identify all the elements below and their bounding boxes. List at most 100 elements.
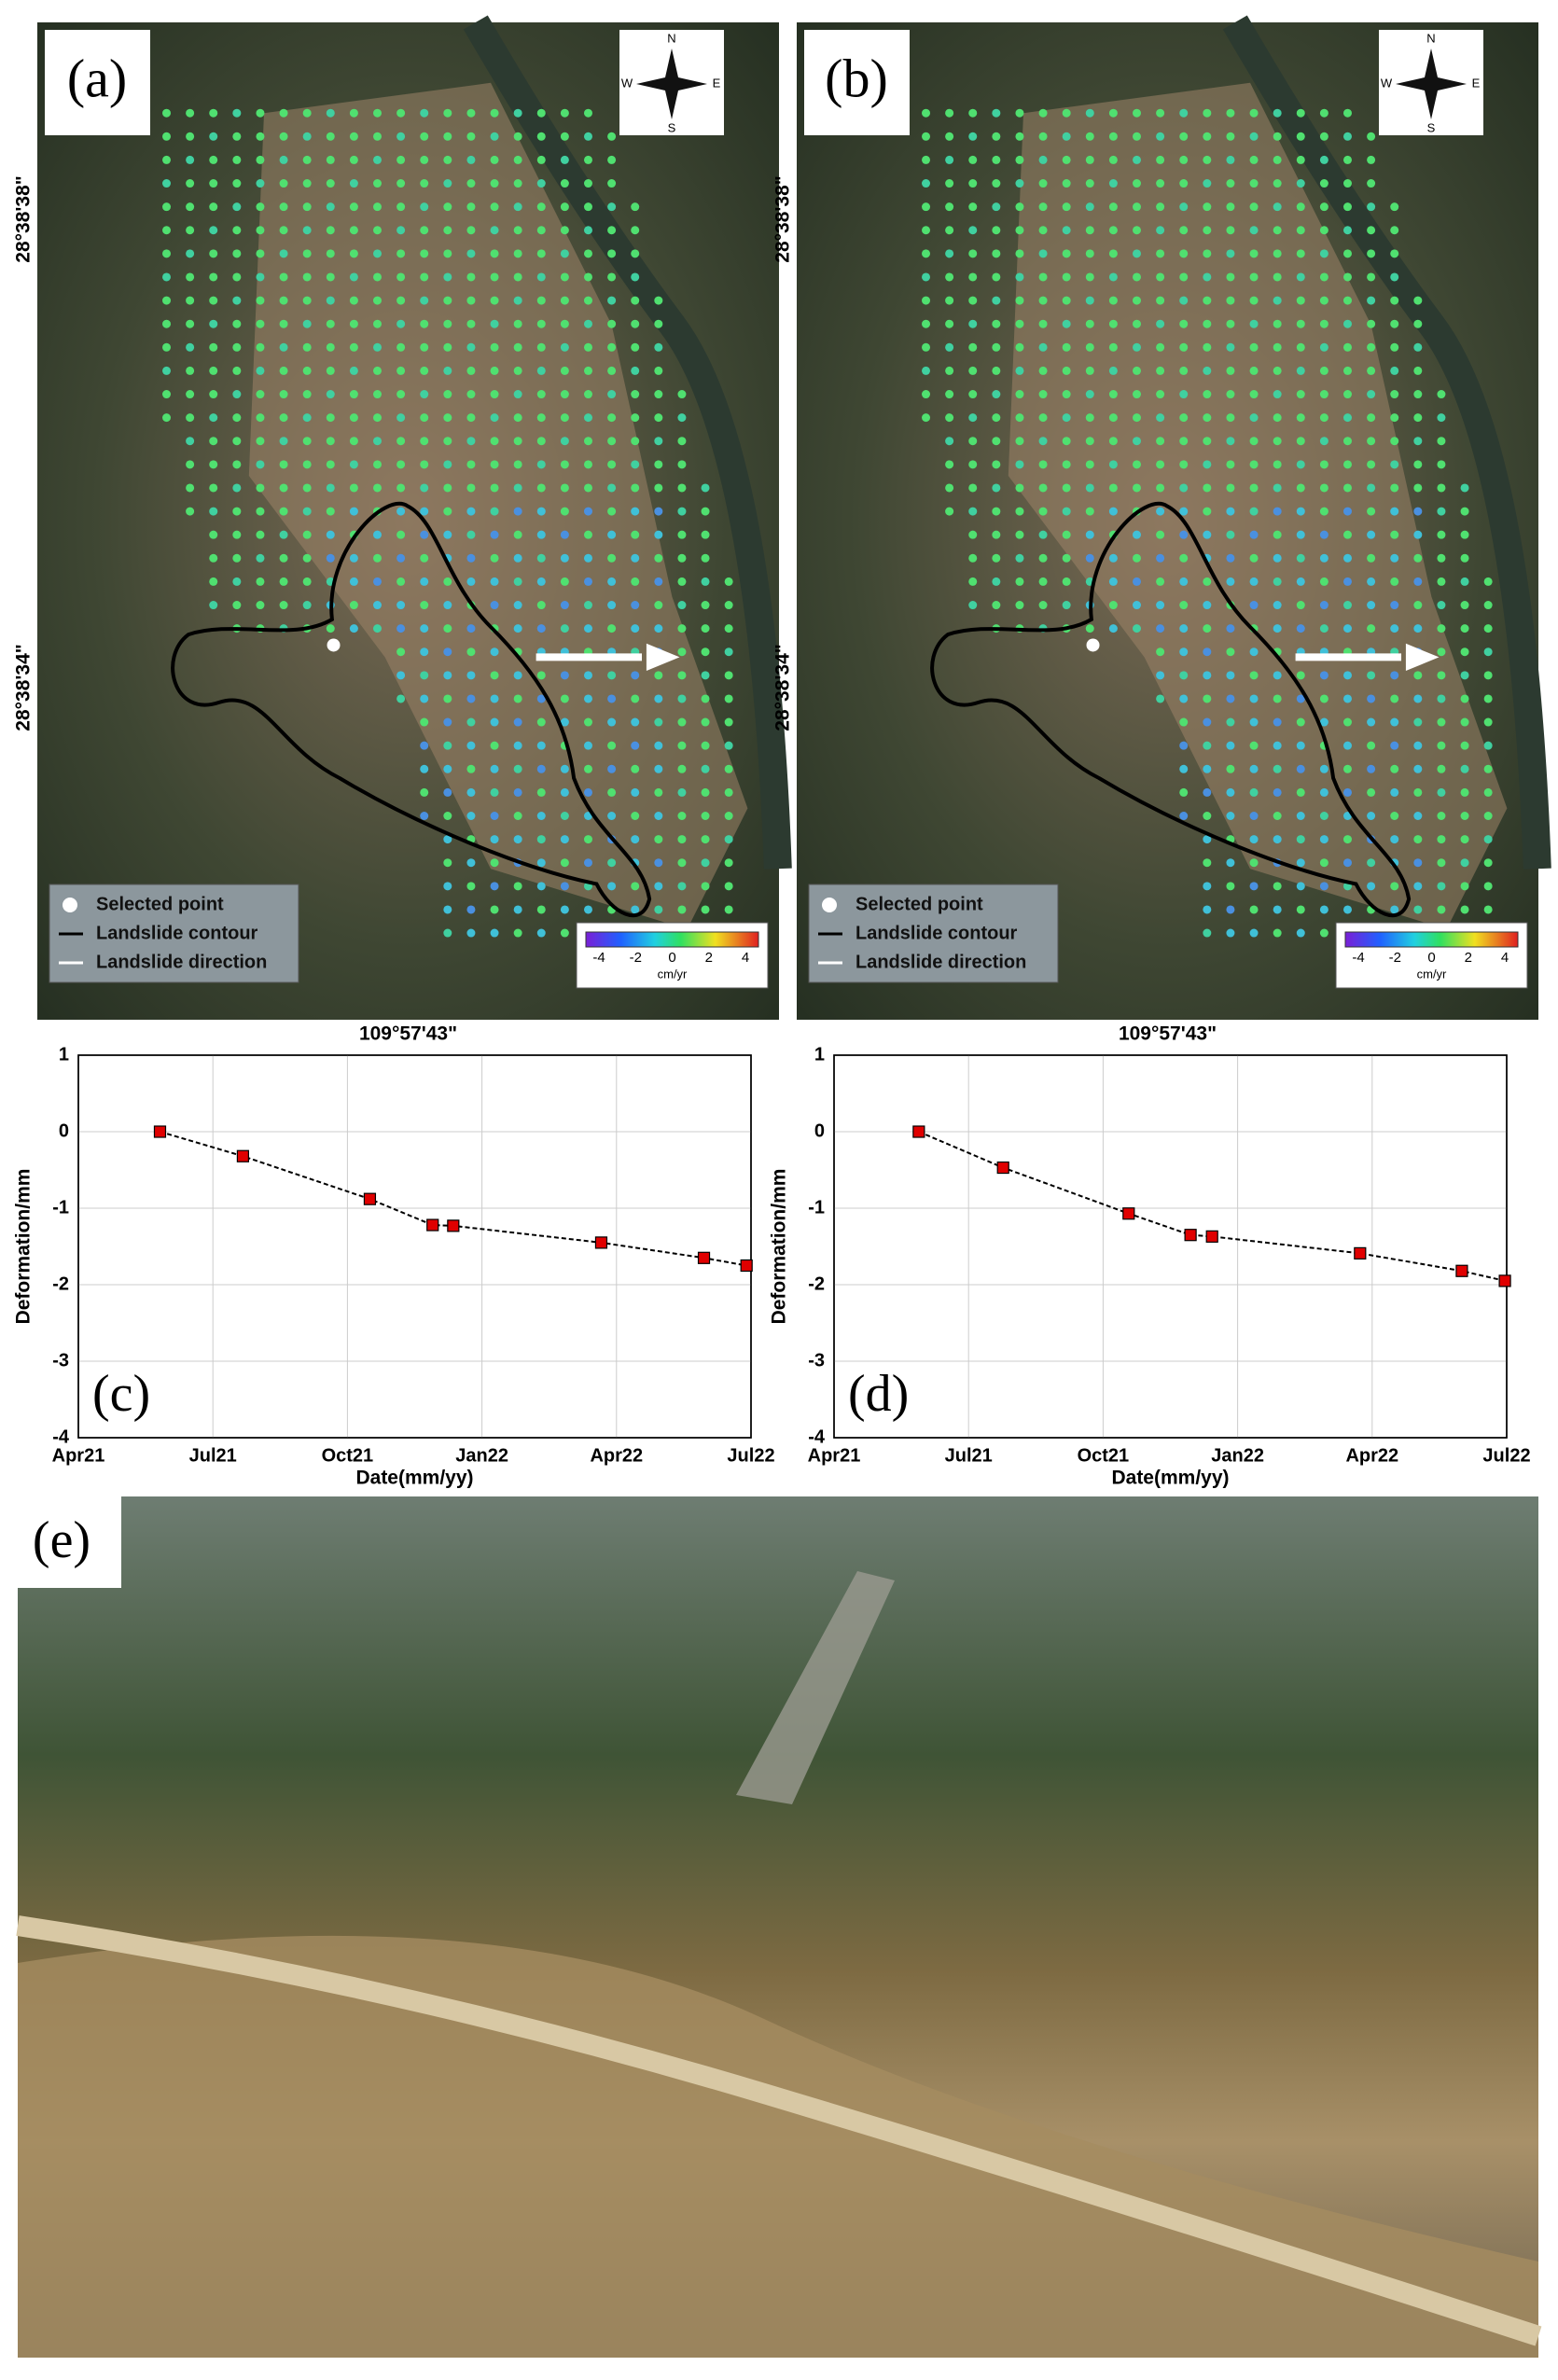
- latitude-label: 28°38'34": [13, 644, 35, 731]
- insar-point: [1249, 413, 1259, 423]
- data-marker: [236, 1149, 250, 1162]
- insar-point: [945, 483, 954, 493]
- insar-point: [1133, 319, 1141, 328]
- insar-point: [1319, 390, 1328, 399]
- insar-point: [349, 390, 358, 399]
- insar-point: [1296, 624, 1305, 633]
- insar-point: [1460, 624, 1469, 633]
- insar-point: [1062, 202, 1071, 212]
- x-tick-label: Jul21: [945, 1445, 993, 1466]
- insar-point: [232, 507, 242, 516]
- insar-point: [466, 577, 476, 586]
- insar-point: [1367, 226, 1376, 235]
- insar-point: [1273, 108, 1282, 118]
- deformation-line: [918, 1131, 1506, 1282]
- insar-point: [560, 882, 569, 891]
- insar-point: [1296, 858, 1305, 868]
- insar-point: [1342, 483, 1352, 493]
- insar-point: [513, 717, 522, 727]
- insar-point: [968, 437, 978, 446]
- insar-point: [992, 553, 1001, 563]
- insar-point: [945, 413, 954, 423]
- insar-point: [1273, 741, 1282, 750]
- insar-point: [1390, 366, 1399, 375]
- insar-point: [373, 202, 382, 212]
- insar-point: [302, 179, 312, 188]
- insar-point: [560, 624, 569, 633]
- insar-point: [1342, 155, 1352, 164]
- insar-point: [1249, 858, 1259, 868]
- insar-point: [677, 741, 687, 750]
- insar-point: [922, 272, 931, 282]
- insar-point: [1413, 319, 1423, 328]
- insar-point: [373, 155, 382, 164]
- insar-point: [654, 671, 663, 680]
- insar-point: [677, 647, 687, 657]
- insar-point: [373, 624, 382, 633]
- insar-point: [1203, 342, 1212, 352]
- insar-point: [1460, 812, 1469, 820]
- insar-point: [326, 249, 335, 258]
- insar-point: [302, 601, 312, 610]
- insar-point: [992, 108, 1001, 118]
- insar-point: [1319, 366, 1328, 375]
- legend-label: Selected point: [96, 894, 224, 914]
- insar-point: [992, 249, 1001, 258]
- insar-point: [256, 413, 265, 423]
- insar-point: [1062, 366, 1071, 375]
- insar-point: [1296, 108, 1305, 118]
- insar-point: [1319, 272, 1328, 282]
- insar-point: [1038, 132, 1048, 141]
- insar-point: [631, 413, 640, 423]
- insar-point: [443, 601, 452, 610]
- x-tick-label: Jan22: [1211, 1445, 1264, 1466]
- insar-point: [631, 460, 640, 469]
- insar-point: [1203, 787, 1212, 797]
- insar-point: [607, 882, 617, 891]
- insar-point: [1156, 601, 1165, 610]
- insar-point: [209, 226, 218, 235]
- insar-point: [466, 858, 476, 868]
- insar-point: [1460, 647, 1469, 657]
- insar-point: [279, 366, 288, 375]
- insar-point: [654, 553, 663, 563]
- insar-point: [186, 296, 195, 305]
- insar-point: [232, 390, 242, 399]
- insar-point: [1273, 577, 1282, 586]
- insar-point: [1156, 483, 1165, 493]
- insar-point: [443, 882, 452, 891]
- insar-point: [607, 858, 617, 868]
- insar-point: [302, 108, 312, 118]
- insar-point: [701, 507, 710, 516]
- insar-point: [279, 601, 288, 610]
- insar-point: [1342, 342, 1352, 352]
- insar-point: [1460, 858, 1469, 868]
- insar-point: [536, 741, 546, 750]
- insar-point: [1390, 624, 1399, 633]
- insar-point: [992, 272, 1001, 282]
- insar-point: [1319, 460, 1328, 469]
- insar-point: [466, 249, 476, 258]
- insar-point: [1460, 553, 1469, 563]
- insar-point: [701, 671, 710, 680]
- insar-point: [466, 132, 476, 141]
- insar-point: [1226, 437, 1235, 446]
- insar-point: [1296, 741, 1305, 750]
- insar-point: [607, 390, 617, 399]
- insar-point: [396, 296, 406, 305]
- insar-point: [1296, 249, 1305, 258]
- insar-point: [209, 132, 218, 141]
- insar-point: [945, 179, 954, 188]
- insar-point: [1226, 577, 1235, 586]
- insar-point: [162, 342, 172, 352]
- colorbar-tick-label: -4: [592, 950, 605, 966]
- insar-point: [1460, 577, 1469, 586]
- insar-point: [1390, 905, 1399, 914]
- insar-point: [560, 249, 569, 258]
- insar-point: [1483, 835, 1493, 844]
- plot-frame: [77, 1054, 752, 1439]
- latitude-label: 28°38'38": [772, 175, 794, 262]
- insar-point: [1038, 553, 1048, 563]
- insar-point: [1249, 647, 1259, 657]
- insar-point: [1179, 155, 1189, 164]
